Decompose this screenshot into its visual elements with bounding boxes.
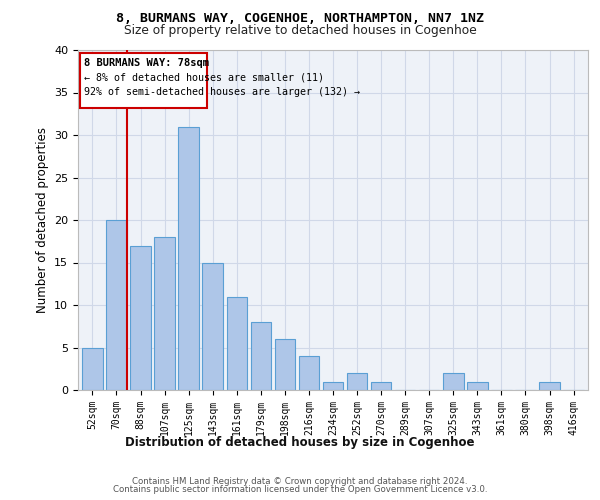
Bar bbox=[467, 382, 488, 390]
Bar bbox=[227, 296, 247, 390]
Bar bbox=[299, 356, 319, 390]
Bar bbox=[82, 348, 103, 390]
Y-axis label: Number of detached properties: Number of detached properties bbox=[35, 127, 49, 313]
Bar bbox=[443, 373, 464, 390]
Bar bbox=[154, 237, 175, 390]
Bar bbox=[202, 262, 223, 390]
Bar bbox=[251, 322, 271, 390]
Bar bbox=[323, 382, 343, 390]
Bar bbox=[371, 382, 391, 390]
Text: Contains HM Land Registry data © Crown copyright and database right 2024.: Contains HM Land Registry data © Crown c… bbox=[132, 477, 468, 486]
Bar bbox=[275, 339, 295, 390]
Bar bbox=[106, 220, 127, 390]
Text: Contains public sector information licensed under the Open Government Licence v3: Contains public sector information licen… bbox=[113, 484, 487, 494]
Text: Distribution of detached houses by size in Cogenhoe: Distribution of detached houses by size … bbox=[125, 436, 475, 449]
Bar bbox=[130, 246, 151, 390]
Text: 92% of semi-detached houses are larger (132) →: 92% of semi-detached houses are larger (… bbox=[83, 86, 359, 97]
Bar bbox=[539, 382, 560, 390]
Text: ← 8% of detached houses are smaller (11): ← 8% of detached houses are smaller (11) bbox=[83, 73, 323, 83]
Bar bbox=[347, 373, 367, 390]
FancyBboxPatch shape bbox=[80, 52, 208, 108]
Bar bbox=[178, 126, 199, 390]
Text: Size of property relative to detached houses in Cogenhoe: Size of property relative to detached ho… bbox=[124, 24, 476, 37]
Text: 8 BURMANS WAY: 78sqm: 8 BURMANS WAY: 78sqm bbox=[83, 58, 209, 68]
Text: 8, BURMANS WAY, COGENHOE, NORTHAMPTON, NN7 1NZ: 8, BURMANS WAY, COGENHOE, NORTHAMPTON, N… bbox=[116, 12, 484, 26]
